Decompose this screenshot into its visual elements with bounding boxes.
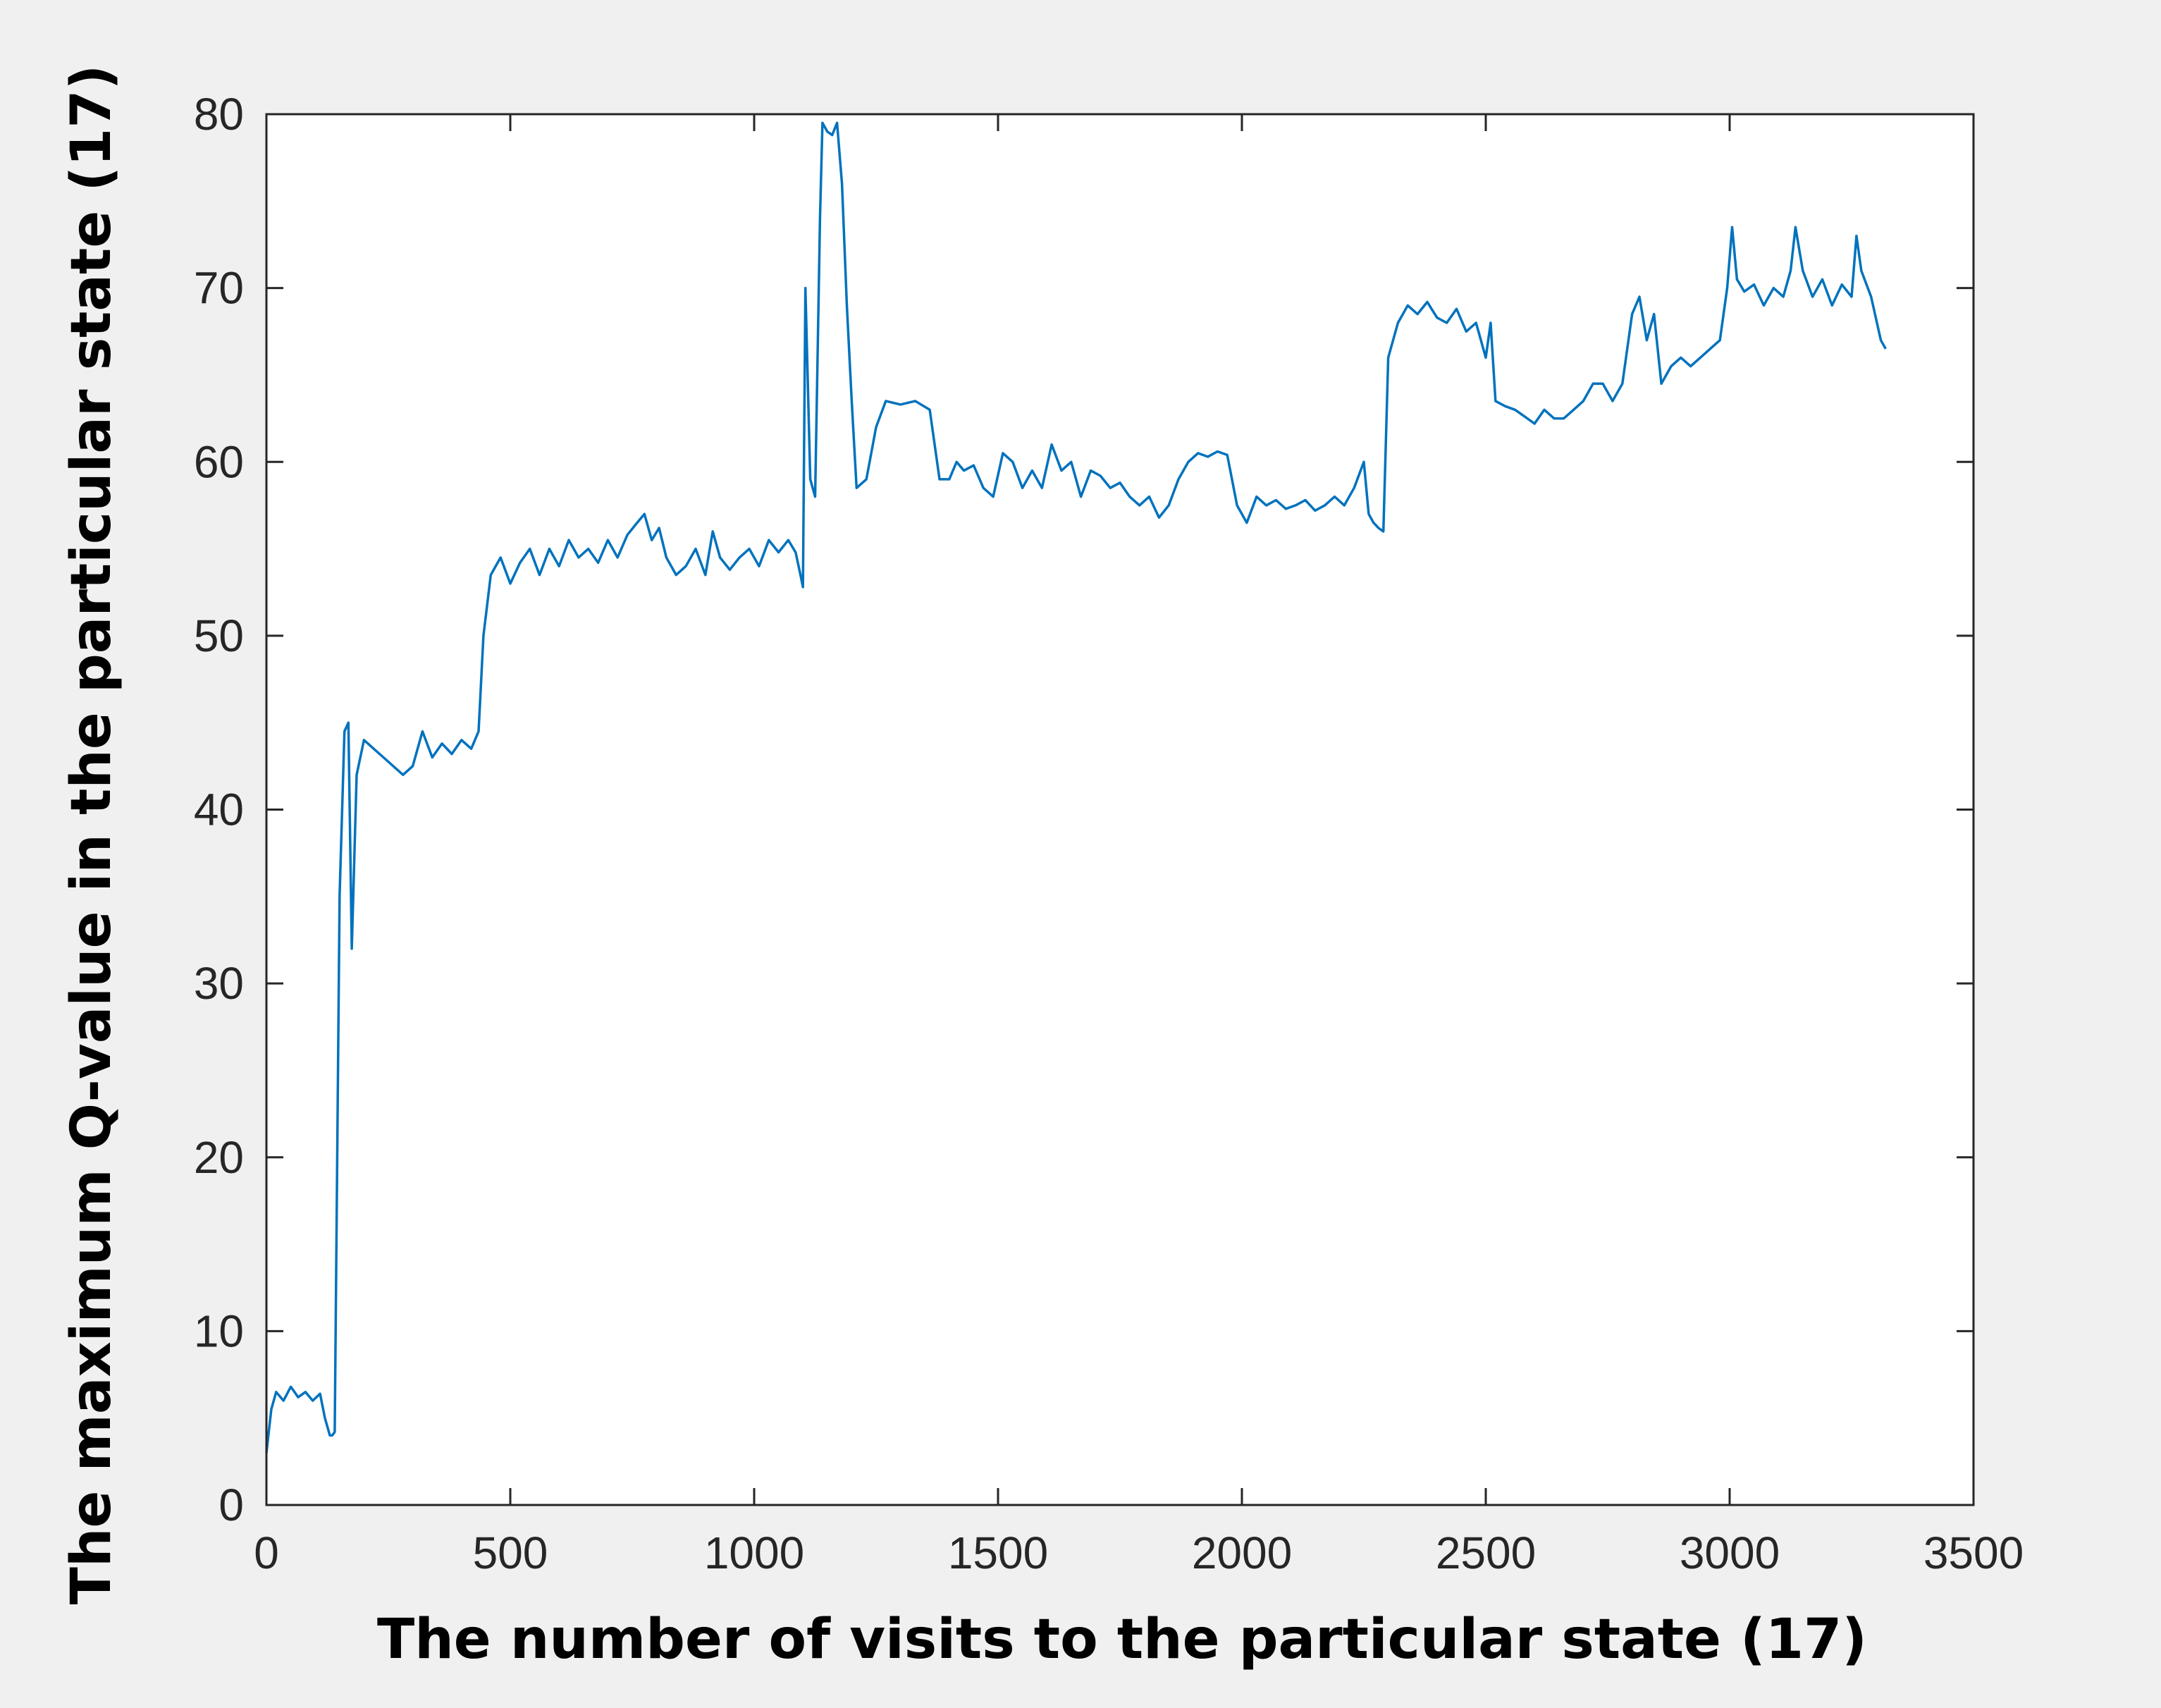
x-tick-label: 3000	[1680, 1528, 1780, 1578]
y-tick-label: 70	[194, 263, 244, 314]
x-tick-label: 500	[473, 1528, 548, 1578]
y-axis-title: The maximum Q-value in the particular st…	[60, 65, 123, 1604]
y-tick-label: 0	[218, 1480, 244, 1530]
axes-frame	[265, 113, 1975, 1506]
y-tick-label: 50	[194, 610, 244, 661]
x-tick-label: 0	[254, 1528, 279, 1578]
y-tick-label: 40	[194, 785, 244, 835]
tick-labels: 0 500 1000 1500 2000 2500 3000 3500 0 10 20 30 40 50 6…	[194, 89, 2024, 1578]
series-line	[265, 121, 1887, 1454]
y-tick-label: 30	[194, 958, 244, 1009]
x-tick-label: 2000	[1192, 1528, 1292, 1578]
y-tick-label: 80	[194, 89, 244, 140]
x-axis-title: The number of visits to the particular s…	[377, 1608, 1867, 1671]
x-tick-label: 1500	[948, 1528, 1048, 1578]
y-tick-label: 20	[194, 1132, 244, 1183]
plot-area	[266, 114, 1974, 1505]
y-tick-label: 10	[194, 1305, 244, 1356]
y-tick-label: 60	[194, 436, 244, 487]
x-tick-label: 1000	[704, 1528, 804, 1578]
x-tick-label: 3500	[1923, 1528, 2024, 1578]
data-series	[265, 121, 1887, 1454]
x-tick-label: 2500	[1436, 1528, 1536, 1578]
